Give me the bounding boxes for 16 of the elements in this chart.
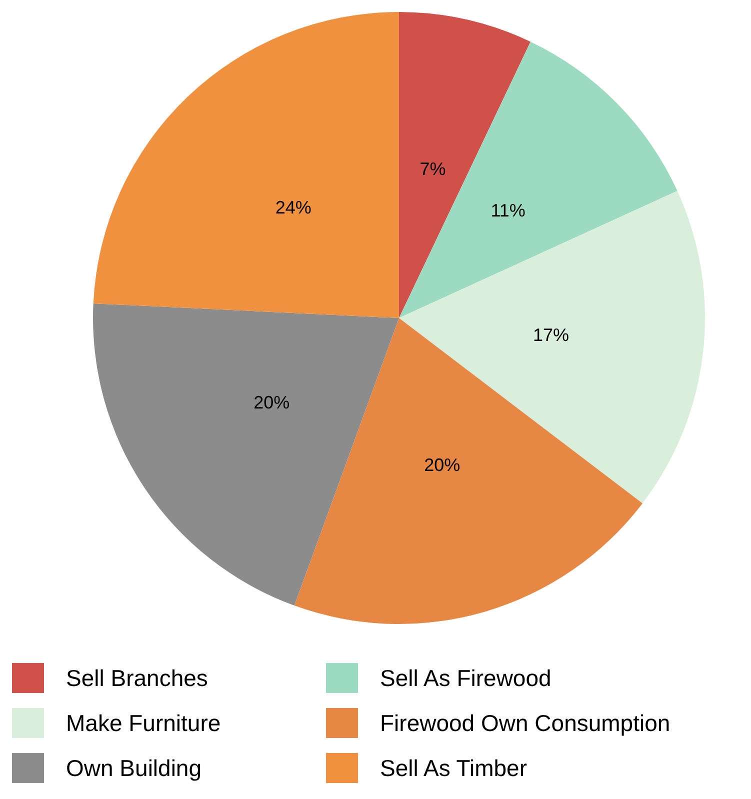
pie-slice (399, 12, 531, 318)
legend-label: Sell Branches (66, 665, 208, 691)
data-label: 20% (254, 392, 290, 413)
legend-label: Make Furniture (66, 710, 221, 736)
legend-label: Firewood Own Consumption (380, 710, 670, 736)
legend-label: Own Building (66, 755, 202, 781)
pie-slice (399, 42, 678, 318)
data-label: 7% (420, 158, 446, 179)
legend-label: Sell As Timber (380, 755, 528, 781)
pie-slice (93, 303, 399, 606)
legend-label: Sell As Firewood (380, 665, 552, 691)
pie-slice (399, 190, 705, 504)
data-label: 11% (490, 200, 526, 221)
data-label: 24% (275, 197, 312, 218)
data-label: 17% (533, 324, 570, 345)
data-label: 20% (424, 454, 460, 475)
